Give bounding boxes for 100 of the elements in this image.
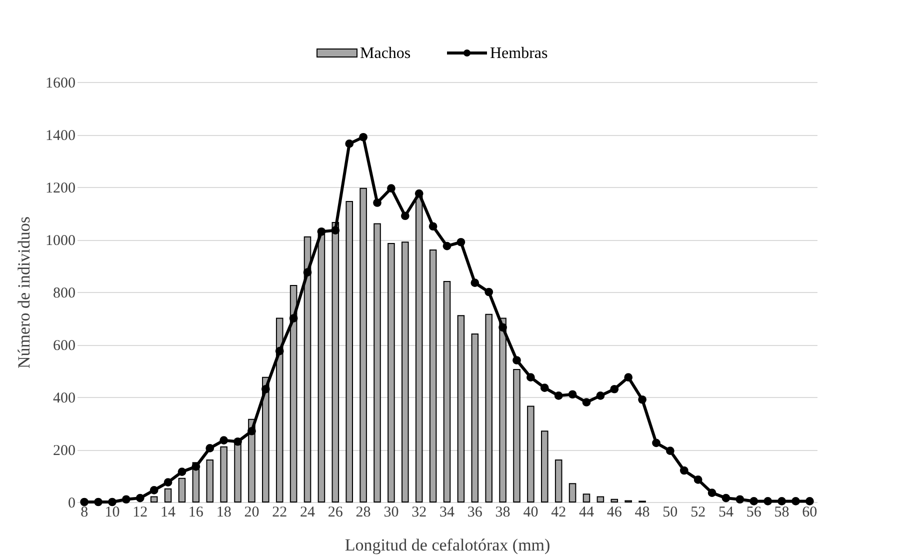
point [652,438,660,448]
point [414,189,424,198]
bar [360,188,367,502]
x-tick-label: 28 [356,504,371,520]
bar [178,478,186,502]
point [192,462,200,471]
bar [429,250,437,502]
x-tick-label: 40 [523,504,538,520]
point [680,466,688,475]
bar [206,460,214,502]
point [666,446,674,455]
point [512,356,521,364]
point [442,242,452,250]
bar [374,223,381,502]
y-tick-label: 800 [53,286,76,302]
bar [220,446,228,502]
point [234,437,242,446]
x-axis-title: Longitud de cefalotórax (mm) [344,536,550,554]
point [400,212,410,220]
point [136,494,144,502]
x-tick-label: 32 [412,504,427,520]
y-axis-title: Número de individuos [14,216,34,369]
point [428,222,438,231]
point [582,398,591,406]
x-tick-label: 56 [746,504,762,520]
point [526,373,535,382]
point [456,238,466,246]
y-tick-label: 0 [68,496,76,512]
point [345,140,354,148]
x-tick-label: 58 [774,504,790,520]
bar [568,483,576,502]
point [778,497,786,506]
point [540,384,549,392]
bar [402,242,409,502]
point [94,498,102,506]
x-tick-label: 26 [328,504,344,520]
x-tick-label: 8 [80,504,88,520]
point [359,132,368,142]
point [164,478,172,486]
x-tick-label: 54 [718,504,734,520]
x-tick-label: 12 [132,504,148,520]
point [220,436,228,444]
y-tick-label: 1200 [46,180,76,196]
point [722,494,730,502]
point [596,392,605,400]
point [261,384,270,394]
point [122,495,130,504]
x-tick-label: 18 [216,504,232,520]
bar [527,406,534,502]
point [108,498,116,506]
bar [234,441,242,502]
legend-label: Hembras [490,45,548,62]
x-tick-label: 22 [272,504,288,520]
point [206,444,214,452]
x-tick-label: 50 [662,504,678,520]
point [387,184,396,192]
point [303,268,312,276]
bar [346,200,353,502]
bar [471,334,479,502]
y-tick-label: 200 [53,443,76,459]
point [331,226,340,234]
x-tick-label: 20 [244,504,260,520]
point [373,198,382,207]
point [805,497,814,506]
point [624,373,633,382]
point [568,390,577,399]
bar [443,281,451,502]
x-tick-label: 24 [300,504,316,520]
point [708,488,716,497]
point [736,495,744,504]
point [150,486,158,494]
point [750,497,758,506]
point [275,346,284,356]
bar [610,498,618,502]
point [317,227,326,236]
point [792,497,800,506]
point [554,392,563,400]
y-tick-label: 1400 [46,128,76,144]
bar [485,314,492,502]
x-tick-label: 30 [384,504,399,520]
y-tick-label: 1600 [46,76,76,92]
x-tick-label: 48 [634,504,650,520]
point [178,468,186,476]
bar [554,460,562,502]
x-tick-label: 16 [188,504,204,520]
bar [164,488,172,502]
bar [582,494,590,502]
x-tick-label: 42 [551,504,566,520]
point [638,395,646,404]
bar [457,315,465,502]
bar [541,430,548,502]
x-tick-label: 10 [104,504,120,520]
point [498,323,507,332]
bar [150,496,158,502]
legend-label: Machos [360,45,411,62]
y-tick-label: 400 [53,390,76,406]
bar [596,496,604,502]
x-tick-label: 36 [467,504,483,520]
y-tick-label: 1000 [46,233,76,249]
x-tick-label: 34 [440,504,455,520]
